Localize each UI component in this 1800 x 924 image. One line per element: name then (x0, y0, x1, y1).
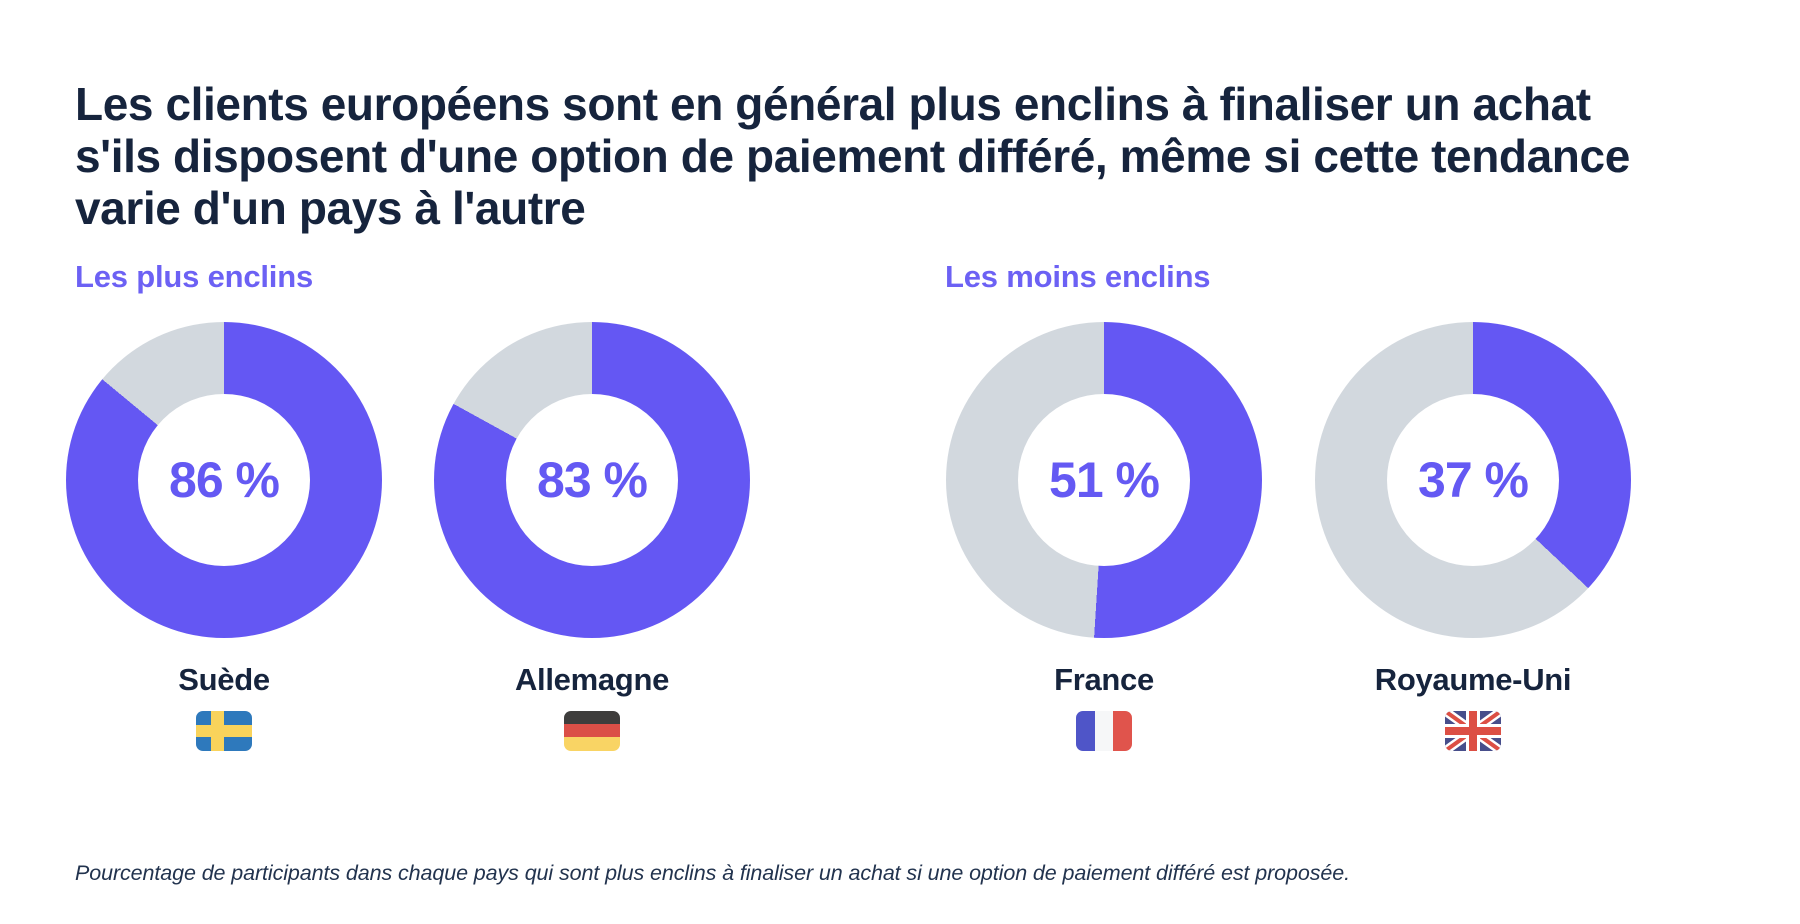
donut-ring-uk: 37 % (1315, 322, 1631, 638)
donut-chart-france: 51 % France (946, 322, 1262, 751)
donut-value-label: 86 % (169, 452, 280, 508)
donut-chart-sweden: 86 % Suède (66, 322, 382, 751)
donut-hole: 86 % (138, 394, 310, 566)
donut-hole: 37 % (1387, 394, 1559, 566)
donut-value-label: 51 % (1049, 452, 1160, 508)
country-label-sweden: Suède (178, 662, 270, 697)
chart-footnote: Pourcentage de participants dans chaque … (75, 860, 1350, 885)
donut-chart-uk: 37 % Royaume-Uni (1315, 322, 1631, 751)
donut-ring-sweden: 86 % (66, 322, 382, 638)
france-flag-icon (946, 711, 1262, 751)
donut-hole: 83 % (506, 394, 678, 566)
group-label-most-inclined: Les plus enclins (75, 258, 313, 294)
uk-flag-icon (1315, 711, 1631, 751)
group-label-least-inclined: Les moins enclins (945, 258, 1211, 294)
germany-flag-icon (434, 711, 750, 751)
country-label-uk: Royaume-Uni (1374, 662, 1572, 697)
donut-chart-germany: 83 % Allemagne (434, 322, 750, 751)
donut-ring-france: 51 % (946, 322, 1262, 638)
donut-value-label: 37 % (1418, 452, 1529, 508)
donut-ring-germany: 83 % (434, 322, 750, 638)
country-label-france: France (1054, 662, 1154, 697)
country-label-germany: Allemagne (514, 662, 670, 697)
donut-hole: 51 % (1018, 394, 1190, 566)
sweden-flag-icon (66, 711, 382, 751)
page-title: Les clients européens sont en général pl… (75, 77, 1630, 234)
donut-value-label: 83 % (537, 452, 648, 508)
